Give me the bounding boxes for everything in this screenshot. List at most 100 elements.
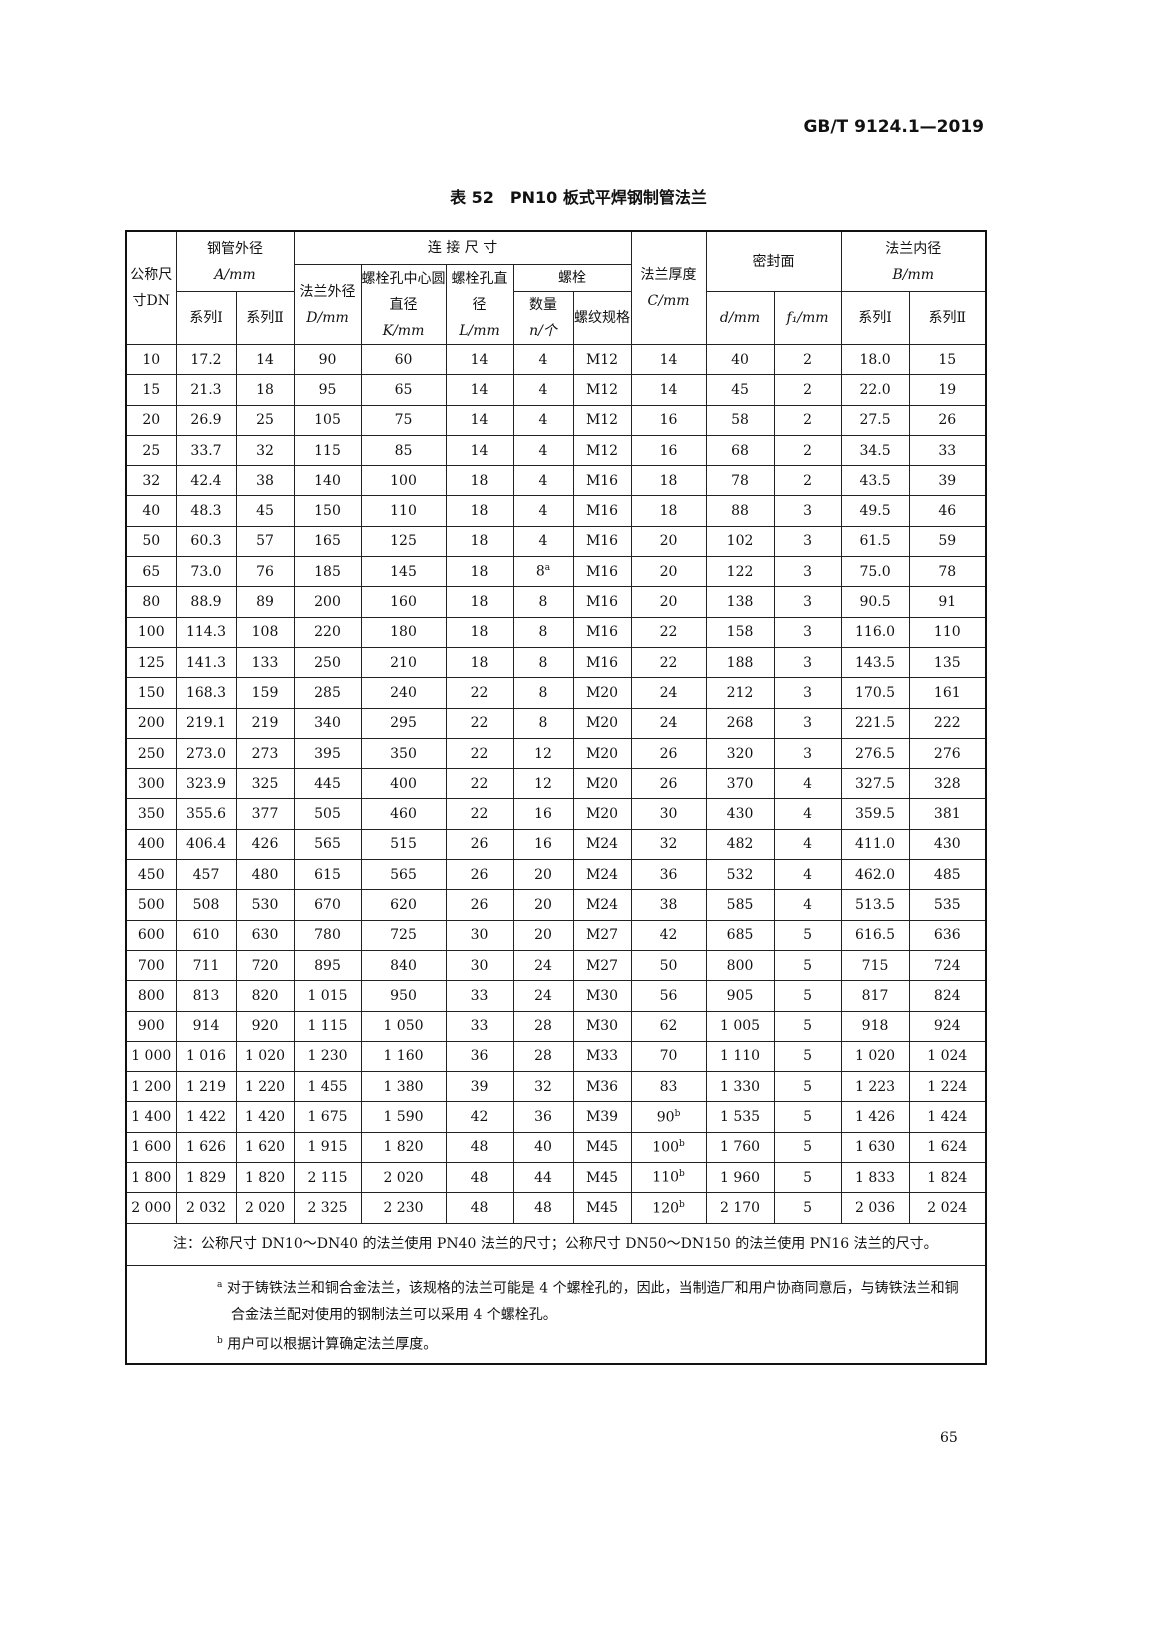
table-row: 200 219.1 219 340 295 22 8 M20 24 268 3 221.5 222 [125, 707, 987, 739]
table-cell: 38 [235, 465, 295, 497]
table-cell: 1 915 [293, 1131, 362, 1164]
table-cell: M16 [572, 465, 632, 497]
table-cell: 48 [445, 1192, 514, 1224]
table-cell: 221.5 [840, 707, 910, 739]
table-cell: 482 [705, 828, 775, 861]
table-cell: 222 [908, 707, 987, 739]
table-cell: M12 [572, 404, 632, 436]
table-cell: 1 015 [293, 980, 362, 1012]
table-cell: 26 [445, 859, 514, 891]
header-pipe-s1: 系列Ⅰ [175, 291, 237, 345]
table-cell: 406.4 [175, 828, 237, 861]
table-cell: 32 [235, 434, 295, 467]
table-cell: 42 [445, 1101, 514, 1133]
table-cell: 2 [773, 465, 842, 497]
table-cell: 1 223 [840, 1071, 910, 1103]
table-cell: 276 [908, 737, 987, 770]
table-row: 450 457 480 615 565 26 20 M24 36 532 4 462.0 485 [125, 859, 987, 891]
table-cell: 8 [512, 677, 574, 709]
table-cell: M24 [572, 859, 632, 891]
table-cell: 62 [630, 1010, 707, 1042]
table-cell: 36 [445, 1040, 514, 1073]
table-cell: 30 [445, 919, 514, 951]
table-cell: 1 224 [908, 1071, 987, 1103]
table-cell: 12 [512, 737, 574, 770]
table-cell: 250 [293, 646, 362, 679]
table-cell: 1 020 [840, 1040, 910, 1073]
table-cell: 2 [773, 343, 842, 376]
table-cell: 426 [235, 828, 295, 861]
table-cell: 565 [293, 828, 362, 861]
table-row: 1 000 1 016 1 020 1 230 1 160 36 28 M33 70 1 110 5… [125, 1040, 987, 1073]
table-cell: 39 [445, 1071, 514, 1103]
table-cell: 485 [908, 859, 987, 891]
table-cell: 80 [125, 586, 177, 618]
table-cell: 1 829 [175, 1162, 237, 1194]
table-cell: 670 [293, 889, 362, 921]
table-cell: 8 [512, 646, 574, 679]
table-cell: 3 [773, 556, 842, 588]
table-cell: 565 [360, 859, 447, 891]
table-cell: 20 [512, 919, 574, 951]
table-cell: 18 [445, 495, 514, 527]
table-cell: 133 [235, 646, 295, 679]
table-cell: M45 [572, 1131, 632, 1164]
table-cell: 1 833 [840, 1162, 910, 1194]
table-cell: 328 [908, 768, 987, 800]
table-row: 32 42.4 38 140 100 18 4 M16 18 78 2 43.5 39 [125, 465, 987, 497]
table-cell: 85 [360, 434, 447, 467]
table-cell: 83 [630, 1071, 707, 1103]
header-D: 法兰外径 D/mm [293, 264, 362, 345]
table-cell: 1 110 [705, 1040, 775, 1073]
table-cell: 950 [360, 980, 447, 1012]
table-cell: 1 824 [908, 1162, 987, 1194]
table-cell: 60.3 [175, 525, 237, 558]
table-cell: 411.0 [840, 828, 910, 861]
table-cell: 20 [630, 586, 707, 618]
table-cell: 50 [630, 949, 707, 982]
table-cell: 48 [445, 1162, 514, 1194]
table-cell: 685 [705, 919, 775, 951]
table-cell: 8a [512, 556, 574, 588]
table-cell: 8 [512, 616, 574, 648]
table-cell: 895 [293, 949, 362, 982]
table-cell: 276.5 [840, 737, 910, 770]
table-cell: 620 [360, 889, 447, 921]
table-row: 250 273.0 273 395 350 22 12 M20 26 320 3 276.5 276 [125, 737, 987, 770]
table-cell: M45 [572, 1192, 632, 1224]
table-cell: 122 [705, 556, 775, 588]
table-row: 50 60.3 57 165 125 18 4 M16 20 102 3 61.5 59 [125, 525, 987, 558]
table-cell: 350 [125, 798, 177, 830]
table-row: 150 168.3 159 285 240 22 8 M20 24 212 3 170.5 161 [125, 677, 987, 709]
table-cell: 445 [293, 768, 362, 800]
table-cell: 273 [235, 737, 295, 770]
table-cell: 3 [773, 737, 842, 770]
table-row: 700 711 720 895 840 30 24 M27 50 800 5 715 724 [125, 949, 987, 982]
table-cell: 20 [512, 889, 574, 921]
table-cell: 33 [908, 434, 987, 467]
table-cell: 185 [293, 556, 362, 588]
table-cell: 49.5 [840, 495, 910, 527]
table-cell: 114.3 [175, 616, 237, 648]
table-cell: 1 800 [125, 1162, 177, 1194]
table-cell: 300 [125, 768, 177, 800]
table-cell: 26 [630, 737, 707, 770]
table-cell: 14 [445, 434, 514, 467]
table-row: 125 141.3 133 250 210 18 8 M16 22 188 3 143.5 135 [125, 646, 987, 679]
table-cell: 5 [773, 1192, 842, 1224]
table-cell: 108 [235, 616, 295, 648]
table-cell: 22 [445, 737, 514, 770]
table-cell: 2 230 [360, 1192, 447, 1224]
table-cell: 824 [908, 980, 987, 1012]
table-cell: 1 535 [705, 1101, 775, 1133]
table-cell: 1 675 [293, 1101, 362, 1133]
table-cell: 73.0 [175, 556, 237, 588]
table-cell: 4 [512, 434, 574, 467]
table-cell: 27.5 [840, 404, 910, 436]
table-cell: 212 [705, 677, 775, 709]
table-cell: 40 [125, 495, 177, 527]
table-cell: 168.3 [175, 677, 237, 709]
table-row: 800 813 820 1 015 950 33 24 M30 56 905 5 817 824 [125, 980, 987, 1012]
table-cell: 2 000 [125, 1192, 177, 1224]
table-cell: 5 [773, 919, 842, 951]
